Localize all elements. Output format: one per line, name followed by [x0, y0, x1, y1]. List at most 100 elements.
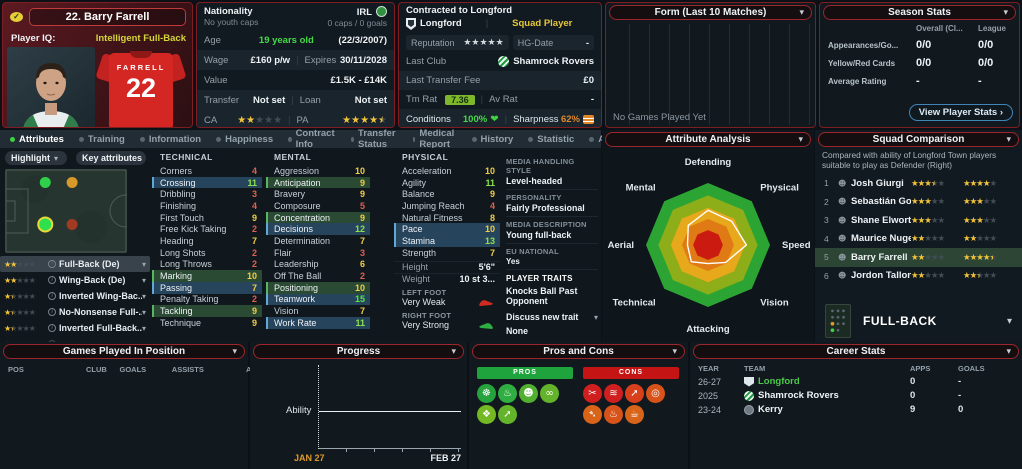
- attribute-row[interactable]: Dribbling 3: [152, 188, 262, 200]
- attribute-row[interactable]: Heading 7: [152, 235, 262, 247]
- attribute-row[interactable]: Vision 7: [266, 305, 370, 317]
- position-item[interactable]: ★★★★★ i Full-Back (De) ▾: [0, 256, 150, 272]
- attribute-row[interactable]: Long Shots 2: [152, 247, 262, 259]
- attribute-row[interactable]: Agility 11: [394, 177, 500, 189]
- form-header-dropdown[interactable]: Form (Last 10 Matches) ▾: [609, 5, 812, 20]
- star-icon: ★: [930, 197, 939, 208]
- squad-comparison-list: 1☻Josh Giurgi★★★★★★★★★★2☻Sebastián Gorga…: [815, 174, 1022, 285]
- attribute-value: 10: [246, 271, 257, 282]
- chevron-down-icon: ▾: [141, 275, 146, 285]
- loan-value: Not set: [354, 94, 387, 106]
- season-stats-header-dropdown[interactable]: Season Stats ▾: [823, 5, 1016, 20]
- squad-comparison-header-label: Squad Comparison: [872, 134, 965, 145]
- position-item[interactable]: ★★★★★ i Inverted Wing-Bac... ▾: [0, 288, 150, 304]
- tab-contract-info[interactable]: Contract Info: [288, 128, 336, 150]
- radar-ring-4: [693, 230, 723, 260]
- attribute-row[interactable]: Leadership 6: [266, 259, 370, 271]
- tab-medical-report[interactable]: Medical Report: [412, 128, 457, 150]
- attribute-row[interactable]: Finishing 4: [152, 200, 262, 212]
- star-icon: ★: [4, 275, 11, 285]
- attribute-radar-chart: Defending Physical Speed Vision Attacking Tec…: [608, 157, 811, 335]
- tab-information[interactable]: Information: [139, 134, 201, 145]
- attribute-row[interactable]: Composure 5: [266, 200, 370, 212]
- squad-comparison-row[interactable]: 6 ☻ Jordon Tallon ★★★★★ ★★★★★: [815, 267, 1022, 286]
- games-played-column-headers: POSCLUBGOALSASSISTSAV RAT: [0, 361, 273, 378]
- career-stats-table: YEAR TEAM APPS GOALS 26-27 Longford 0 - 2025 Sham…: [690, 361, 1022, 415]
- attribute-row[interactable]: Decisions 12: [266, 223, 370, 236]
- position-item[interactable]: ★★★★★i▾: [0, 336, 150, 342]
- position-item[interactable]: ★★★★★ i No-Nonsense Full-... ▾: [0, 304, 150, 320]
- view-player-stats-button[interactable]: View Player Stats ›: [908, 104, 1013, 121]
- attribute-row[interactable]: Balance 9: [394, 188, 500, 200]
- attribute-analysis-header-dropdown[interactable]: Attribute Analysis ▾: [605, 132, 811, 147]
- attribute-row[interactable]: Off The Ball 2: [266, 270, 370, 282]
- attribute-name: Penalty Taking: [160, 294, 219, 305]
- season-stat-value: -: [978, 75, 982, 87]
- tab-history[interactable]: History: [471, 134, 513, 145]
- attribute-row[interactable]: Teamwork 15: [266, 293, 370, 306]
- squad-comparison-header-dropdown[interactable]: Squad Comparison ▾: [818, 132, 1019, 147]
- player-name-title: 22. Barry Farrell: [29, 8, 186, 26]
- squad-comparison-row[interactable]: 5 ☻ Barry Farrell ★★★★★ ★★★★★: [815, 248, 1022, 267]
- tab-training[interactable]: Training: [78, 134, 125, 145]
- attribute-row[interactable]: Penalty Taking 2: [152, 294, 262, 306]
- squad-comparison-row[interactable]: 4☻Maurice Nugent★★★★★★★★★★: [815, 230, 1022, 249]
- position-item[interactable]: ★★★★★ i Inverted Full-Back... ▾: [0, 320, 150, 336]
- attribute-row[interactable]: Technique 9: [152, 317, 262, 329]
- attribute-row[interactable]: Natural Fitness 8: [394, 212, 500, 224]
- attribute-row[interactable]: Positioning 10: [266, 281, 370, 294]
- attribute-row[interactable]: Strength 7: [394, 247, 500, 259]
- attribute-row[interactable]: Pace 10: [394, 223, 500, 236]
- attribute-value: 2: [359, 271, 365, 282]
- attribute-row[interactable]: Stamina 13: [394, 235, 500, 247]
- attribute-value: 8: [489, 212, 495, 223]
- season-stats-header-label: Season Stats: [888, 7, 951, 18]
- discuss-new-trait-dropdown[interactable]: Discuss new trait ▾: [506, 309, 598, 325]
- career-team[interactable]: Longford: [744, 376, 910, 387]
- star-icon: ★: [989, 197, 998, 208]
- progress-header-dropdown[interactable]: Progress ▾: [253, 344, 464, 359]
- squad-comparison-row[interactable]: 3☻Shane Elworthy★★★★★★★★★★: [815, 211, 1022, 230]
- attribute-row[interactable]: Work Rate 11: [266, 316, 370, 329]
- highlight-dropdown[interactable]: Highlight ▾: [5, 151, 67, 165]
- squad-status[interactable]: Squad Player: [512, 18, 573, 29]
- attribute-row[interactable]: Crossing 11: [152, 176, 262, 189]
- career-team[interactable]: Shamrock Rovers: [744, 390, 910, 401]
- attribute-row[interactable]: Jumping Reach 4: [394, 200, 500, 212]
- tab-statistic[interactable]: Statistic: [528, 134, 574, 145]
- attribute-row[interactable]: Tackling 9: [152, 305, 262, 317]
- attribute-row[interactable]: Corners 4: [152, 165, 262, 177]
- tab-attributes[interactable]: Attributes: [10, 134, 64, 145]
- attribute-row[interactable]: Concentration 9: [266, 211, 370, 224]
- star-icon: ★: [924, 252, 932, 263]
- attribute-row[interactable]: Bravery 9: [266, 188, 370, 200]
- career-column-header: GOALS: [958, 364, 985, 373]
- career-column-header: YEAR: [698, 364, 719, 373]
- attribute-row[interactable]: Free Kick Taking 2: [152, 223, 262, 235]
- attribute-row[interactable]: First Touch 9: [152, 212, 262, 224]
- attribute-row[interactable]: Determination 7: [266, 235, 370, 247]
- career-team[interactable]: Kerry: [744, 404, 910, 415]
- tab-transfer-status[interactable]: Transfer Status: [351, 128, 398, 150]
- value-label: Value: [204, 74, 228, 86]
- attribute-row[interactable]: Aggression 10: [266, 165, 370, 177]
- tab-status-dot-icon: [412, 136, 416, 142]
- attribute-row[interactable]: Acceleration 10: [394, 165, 500, 177]
- squad-comparison-footer[interactable]: FULL-BACK ▾: [815, 304, 1022, 338]
- squad-comparison-row[interactable]: 1 ☻ Josh Giurgi ★★★★★ ★★★★★: [815, 174, 1022, 193]
- position-item[interactable]: ★★★★★ i Wing-Back (De) ▾: [0, 272, 150, 288]
- attribute-row[interactable]: Passing 7: [152, 281, 262, 294]
- attribute-row[interactable]: Marking 10: [152, 270, 262, 282]
- attribute-row[interactable]: Long Throws 2: [152, 259, 262, 271]
- key-attributes-dropdown[interactable]: Key attributes ▾: [76, 151, 146, 165]
- attribute-name: Balance: [402, 189, 435, 200]
- games-column-header: GOALS: [119, 365, 147, 374]
- attribute-row[interactable]: Flair 3: [266, 247, 370, 259]
- pros-cons-header-dropdown[interactable]: Pros and Cons ▾: [472, 344, 685, 359]
- games-played-header-dropdown[interactable]: Games Played In Position ▾: [3, 344, 245, 359]
- career-stats-header-dropdown[interactable]: Career Stats ▾: [693, 344, 1019, 359]
- squad-comparison-row[interactable]: 2☻Sebastián Gorga★★★★★★★★★★: [815, 193, 1022, 212]
- position-stars: ★★★★★: [4, 292, 48, 301]
- tab-happiness[interactable]: Happiness: [216, 134, 273, 145]
- attribute-row[interactable]: Anticipation 9: [266, 176, 370, 189]
